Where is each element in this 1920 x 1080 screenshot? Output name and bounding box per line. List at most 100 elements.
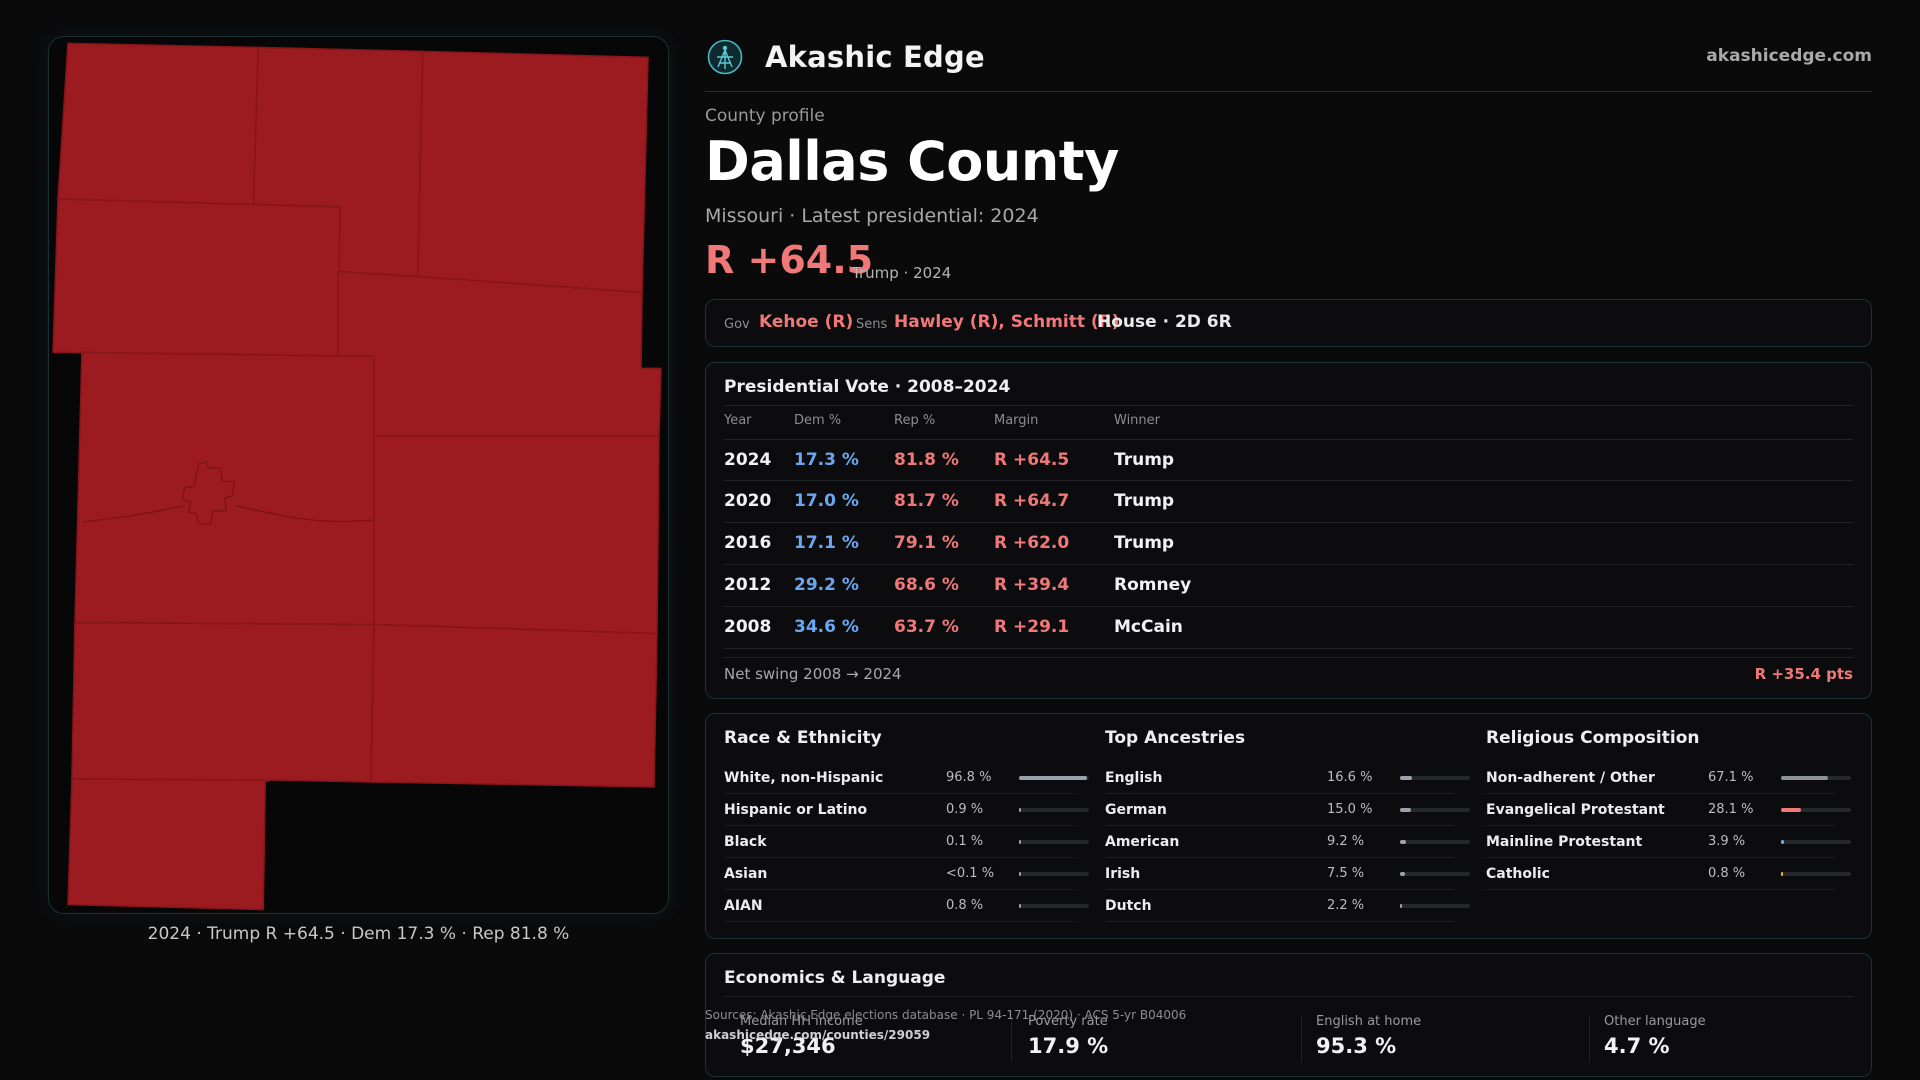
stat-label: Poverty rate xyxy=(1028,1014,1108,1029)
ancestry-title: Top Ancestries xyxy=(1105,728,1246,748)
stat-english-at-home: English at home 95.3 % xyxy=(1316,1014,1596,1064)
bar-fill xyxy=(1400,872,1405,876)
bar-fill xyxy=(1400,840,1406,844)
sens-label: Sens xyxy=(856,317,888,332)
row-dem: 17.0 % xyxy=(794,491,859,511)
row-winner: McCain xyxy=(1114,617,1183,637)
row-margin: R +39.4 xyxy=(994,575,1070,595)
item-pct: 2.2 % xyxy=(1327,898,1365,913)
demographics-card: Race & Ethnicity White, non-Hispanic 96.… xyxy=(705,713,1872,939)
col-header-winner: Winner xyxy=(1114,413,1161,428)
bar-fill xyxy=(1400,776,1412,780)
sources-footer: Sources: Akashic Edge elections database… xyxy=(705,1005,1186,1045)
divider xyxy=(724,996,1853,997)
item-pct: 0.1 % xyxy=(946,834,984,849)
page-kicker: County profile xyxy=(705,106,825,126)
bar-fill xyxy=(1019,808,1021,812)
net-swing-value: R +35.4 pts xyxy=(1754,665,1853,683)
list-item: Evangelical Protestant 28.1 % xyxy=(1486,794,1851,826)
item-name: AIAN xyxy=(724,898,763,914)
row-winner: Romney xyxy=(1114,575,1192,595)
divider xyxy=(724,657,1853,658)
bar-fill xyxy=(1400,904,1402,908)
precinct xyxy=(57,42,260,208)
list-item: American 9.2 % xyxy=(1105,826,1470,858)
row-margin: R +62.0 xyxy=(994,533,1070,553)
item-pct: 9.2 % xyxy=(1327,834,1365,849)
item-name: Dutch xyxy=(1105,898,1152,914)
item-pct: 15.0 % xyxy=(1327,802,1373,817)
list-item: Hispanic or Latino 0.9 % xyxy=(724,794,1089,826)
table-row: 2016 17.1 % 79.1 % R +62.0 Trump xyxy=(724,523,1853,565)
bar-track xyxy=(1400,808,1470,812)
bar-track xyxy=(1019,904,1089,908)
bar-track xyxy=(1019,808,1089,812)
row-dem: 17.1 % xyxy=(794,533,859,553)
county-map[interactable] xyxy=(48,36,669,914)
bar-track xyxy=(1400,872,1470,876)
precinct xyxy=(417,50,649,294)
page-subtitle: Missouri · Latest presidential: 2024 xyxy=(705,205,1039,227)
list-item: Irish 7.5 % xyxy=(1105,858,1470,890)
item-name: White, non-Hispanic xyxy=(724,770,884,786)
brand-name: Akashic Edge xyxy=(765,40,985,74)
bar-track xyxy=(1019,872,1089,876)
stat-label: Other language xyxy=(1604,1014,1706,1029)
col-header-margin: Margin xyxy=(994,413,1039,428)
row-margin: R +29.1 xyxy=(994,617,1070,637)
county-profile: Akashic Edge akashicedge.com County prof… xyxy=(705,0,1872,1080)
presidential-vote-card: Presidential Vote · 2008–2024 Year Dem %… xyxy=(705,362,1872,699)
table-row: 2012 29.2 % 68.6 % R +39.4 Romney xyxy=(724,565,1853,607)
list-item: Catholic 0.8 % xyxy=(1486,858,1851,890)
row-year: 2024 xyxy=(724,450,772,470)
item-name: Non-adherent / Other xyxy=(1486,770,1655,786)
economics-title: Economics & Language xyxy=(724,968,946,988)
table-row: 2008 34.6 % 63.7 % R +29.1 McCain xyxy=(724,607,1853,649)
item-name: English xyxy=(1105,770,1163,786)
site-link[interactable]: akashicedge.com xyxy=(1706,46,1872,66)
precinct xyxy=(373,435,660,635)
stat-label: English at home xyxy=(1316,1014,1422,1029)
religion-section: Religious Composition Non-adherent / Oth… xyxy=(1486,714,1851,940)
item-pct: 96.8 % xyxy=(946,770,992,785)
bar-fill xyxy=(1019,904,1021,908)
row-year: 2008 xyxy=(724,617,772,637)
list-item: Non-adherent / Other 67.1 % xyxy=(1486,762,1851,794)
source-url-link[interactable]: akashicedge.com/counties/29059 xyxy=(705,1028,931,1042)
item-name: Black xyxy=(724,834,767,850)
row-rep: 63.7 % xyxy=(894,617,959,637)
row-year: 2020 xyxy=(724,491,772,511)
row-margin: R +64.7 xyxy=(994,491,1070,511)
item-name: German xyxy=(1105,802,1167,818)
bar-track xyxy=(1400,840,1470,844)
bar-fill xyxy=(1781,840,1784,844)
stat-median-income: Median HH income $27,346 xyxy=(740,1014,1020,1064)
row-winner: Trump xyxy=(1114,491,1175,511)
row-rep: 81.7 % xyxy=(894,491,959,511)
row-year: 2016 xyxy=(724,533,772,553)
bar-track xyxy=(1019,840,1089,844)
bar-track xyxy=(1400,904,1470,908)
list-item: White, non-Hispanic 96.8 % xyxy=(724,762,1089,794)
stat-poverty-rate: Poverty rate 17.9 % xyxy=(1028,1014,1308,1064)
ancestry-section: Top Ancestries English 16.6 % German 15.… xyxy=(1105,714,1470,940)
item-name: Asian xyxy=(724,866,768,882)
bar-fill xyxy=(1019,840,1021,844)
race-title: Race & Ethnicity xyxy=(724,728,882,748)
precinct xyxy=(74,351,375,626)
house-delegation: House · 2D 6R xyxy=(1097,312,1232,332)
item-pct: <0.1 % xyxy=(946,866,995,881)
row-rep: 79.1 % xyxy=(894,533,959,553)
race-ethnicity-section: Race & Ethnicity White, non-Hispanic 96.… xyxy=(724,714,1089,940)
bar-track xyxy=(1019,776,1089,780)
stat-label: Median HH income xyxy=(740,1014,863,1029)
bar-fill xyxy=(1019,872,1021,876)
bar-track xyxy=(1400,776,1470,780)
row-year: 2012 xyxy=(724,575,772,595)
net-swing-label: Net swing 2008 → 2024 xyxy=(724,665,902,683)
item-pct: 0.9 % xyxy=(946,802,984,817)
bar-fill xyxy=(1781,808,1801,812)
col-header-rep: Rep % xyxy=(894,413,936,428)
item-pct: 0.8 % xyxy=(1708,866,1746,881)
akashic-edge-logo-icon xyxy=(707,39,743,75)
